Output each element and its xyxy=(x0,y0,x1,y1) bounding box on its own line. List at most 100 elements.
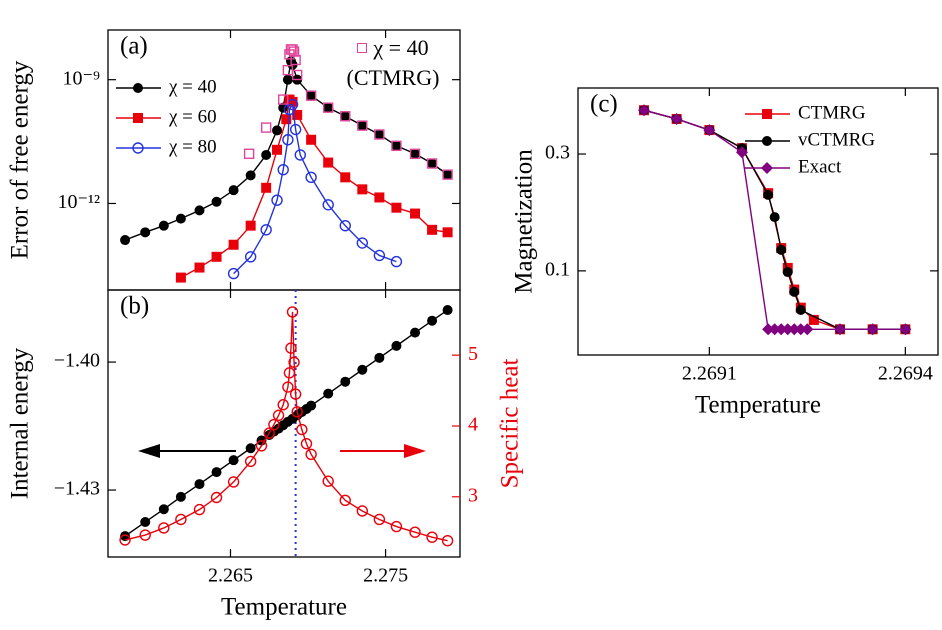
marker xyxy=(442,169,453,180)
marker xyxy=(703,124,716,137)
marker xyxy=(245,220,256,231)
panel-label: (c) xyxy=(590,91,618,118)
marker xyxy=(410,148,421,159)
marker xyxy=(340,376,351,387)
legend-label: Exact xyxy=(798,156,842,177)
marker xyxy=(281,114,292,125)
panel-label: (a) xyxy=(120,33,148,60)
marker xyxy=(374,129,385,140)
marker xyxy=(374,129,385,140)
x-axis-label: Temperature xyxy=(695,392,821,419)
marker xyxy=(781,323,794,336)
legend-entry: χ = 40 (CTMRG) xyxy=(334,33,452,93)
marker xyxy=(305,90,317,101)
legend-label: χ = 40 (CTMRG) xyxy=(346,35,440,90)
marker xyxy=(290,54,301,66)
y-tick-label: −1.40 xyxy=(54,350,100,372)
marker xyxy=(271,194,283,206)
marker xyxy=(426,158,438,169)
marker xyxy=(282,134,294,146)
marker xyxy=(374,192,385,203)
marker xyxy=(289,123,302,136)
marker xyxy=(306,134,317,145)
legend-label: CTMRG xyxy=(798,102,866,123)
marker xyxy=(763,189,774,200)
marker xyxy=(158,220,169,231)
marker xyxy=(427,315,438,326)
marker xyxy=(339,494,351,507)
marker xyxy=(296,423,308,436)
marker xyxy=(391,202,402,213)
y2-tick-label: 4 xyxy=(468,414,478,436)
marker xyxy=(272,144,283,155)
y-axis-label: Error of free energy xyxy=(7,60,34,259)
legend-marker xyxy=(132,142,144,154)
marker xyxy=(263,427,275,439)
legend-label: χ = 80 xyxy=(168,136,217,157)
marker xyxy=(193,503,206,516)
marker xyxy=(788,323,801,336)
marker xyxy=(119,534,131,546)
marker xyxy=(427,224,438,235)
marker xyxy=(245,443,256,454)
marker xyxy=(769,212,780,223)
legend-label: χ = 60 xyxy=(168,106,217,127)
marker xyxy=(340,111,351,122)
marker xyxy=(391,140,402,151)
marker xyxy=(305,171,317,184)
series-line xyxy=(180,98,448,279)
marker xyxy=(175,272,186,283)
marker xyxy=(391,340,402,351)
marker xyxy=(410,208,421,219)
plot-frame xyxy=(107,289,461,558)
marker xyxy=(373,513,386,526)
marker xyxy=(426,531,438,543)
marker xyxy=(227,476,240,488)
y-tick-label: −1.43 xyxy=(54,478,100,500)
marker xyxy=(278,94,289,105)
marker xyxy=(323,157,334,168)
marker xyxy=(390,255,403,268)
arrows xyxy=(138,444,426,458)
marker xyxy=(175,213,186,224)
marker xyxy=(283,367,296,379)
marker xyxy=(323,102,334,113)
marker xyxy=(356,237,369,249)
marker xyxy=(140,517,151,528)
marker xyxy=(670,112,683,125)
marker xyxy=(306,90,317,101)
marker xyxy=(795,305,806,316)
marker xyxy=(357,120,368,131)
marker xyxy=(272,125,283,136)
marker xyxy=(277,399,289,411)
legend-marker xyxy=(762,136,772,146)
marker xyxy=(244,455,257,468)
series-line xyxy=(124,311,448,542)
marker xyxy=(194,479,205,490)
x-tick-label: 2.275 xyxy=(363,565,408,587)
marker xyxy=(442,227,453,238)
marker xyxy=(782,267,793,278)
marker xyxy=(323,388,334,399)
marker xyxy=(357,364,368,375)
x-tick-label: 2.2694 xyxy=(878,363,933,385)
marker xyxy=(255,440,268,452)
marker xyxy=(287,44,298,55)
y-tick-label: 10⁻⁹ xyxy=(62,67,100,89)
marker xyxy=(441,535,454,547)
marker xyxy=(801,323,814,336)
marker xyxy=(410,327,421,338)
marker xyxy=(261,182,272,193)
marker xyxy=(305,448,317,461)
marker xyxy=(194,205,205,216)
arrow-head xyxy=(404,444,426,458)
marker xyxy=(357,184,368,195)
y2-tick-label: 3 xyxy=(468,484,478,506)
marker xyxy=(277,163,289,176)
marker xyxy=(776,244,787,255)
marker xyxy=(637,104,650,117)
y2-axis-label: Specific heat xyxy=(497,359,524,489)
marker xyxy=(211,196,222,207)
